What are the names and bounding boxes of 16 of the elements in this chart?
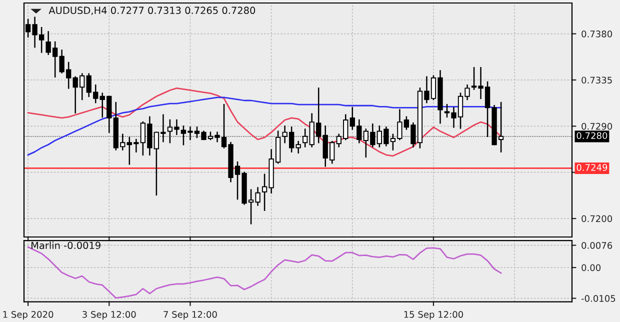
y-tick-label: 0.0076 — [582, 242, 612, 249]
ref-line-label: 0.7280 — [576, 132, 608, 140]
ref-line-label: 0.7249 — [576, 164, 608, 171]
y-tick-label: 0.7200 — [582, 215, 612, 222]
x-tick-label: 3 Sep 12:00 — [82, 310, 136, 320]
x-tick-label: 7 Sep 12:00 — [164, 310, 217, 320]
y-tick-label: 0.00 — [582, 264, 601, 272]
x-tick-label: 15 Sep 12:00 — [404, 310, 464, 320]
chart-title: AUDUSD,H4 0.7277 0.7313 0.7265 0.7280 — [48, 6, 256, 16]
y-tick-label: 0.7335 — [582, 76, 612, 84]
y-tick-label: 0.7380 — [582, 30, 612, 38]
candlestick — [296, 140, 301, 154]
y-tick-label: 0.7290 — [582, 122, 612, 130]
y-tick-label: -0.0105 — [581, 295, 616, 302]
chart-title: Marlin -0.0019 — [32, 242, 100, 250]
x-tick-label: 1 Sep 2020 — [3, 310, 54, 320]
